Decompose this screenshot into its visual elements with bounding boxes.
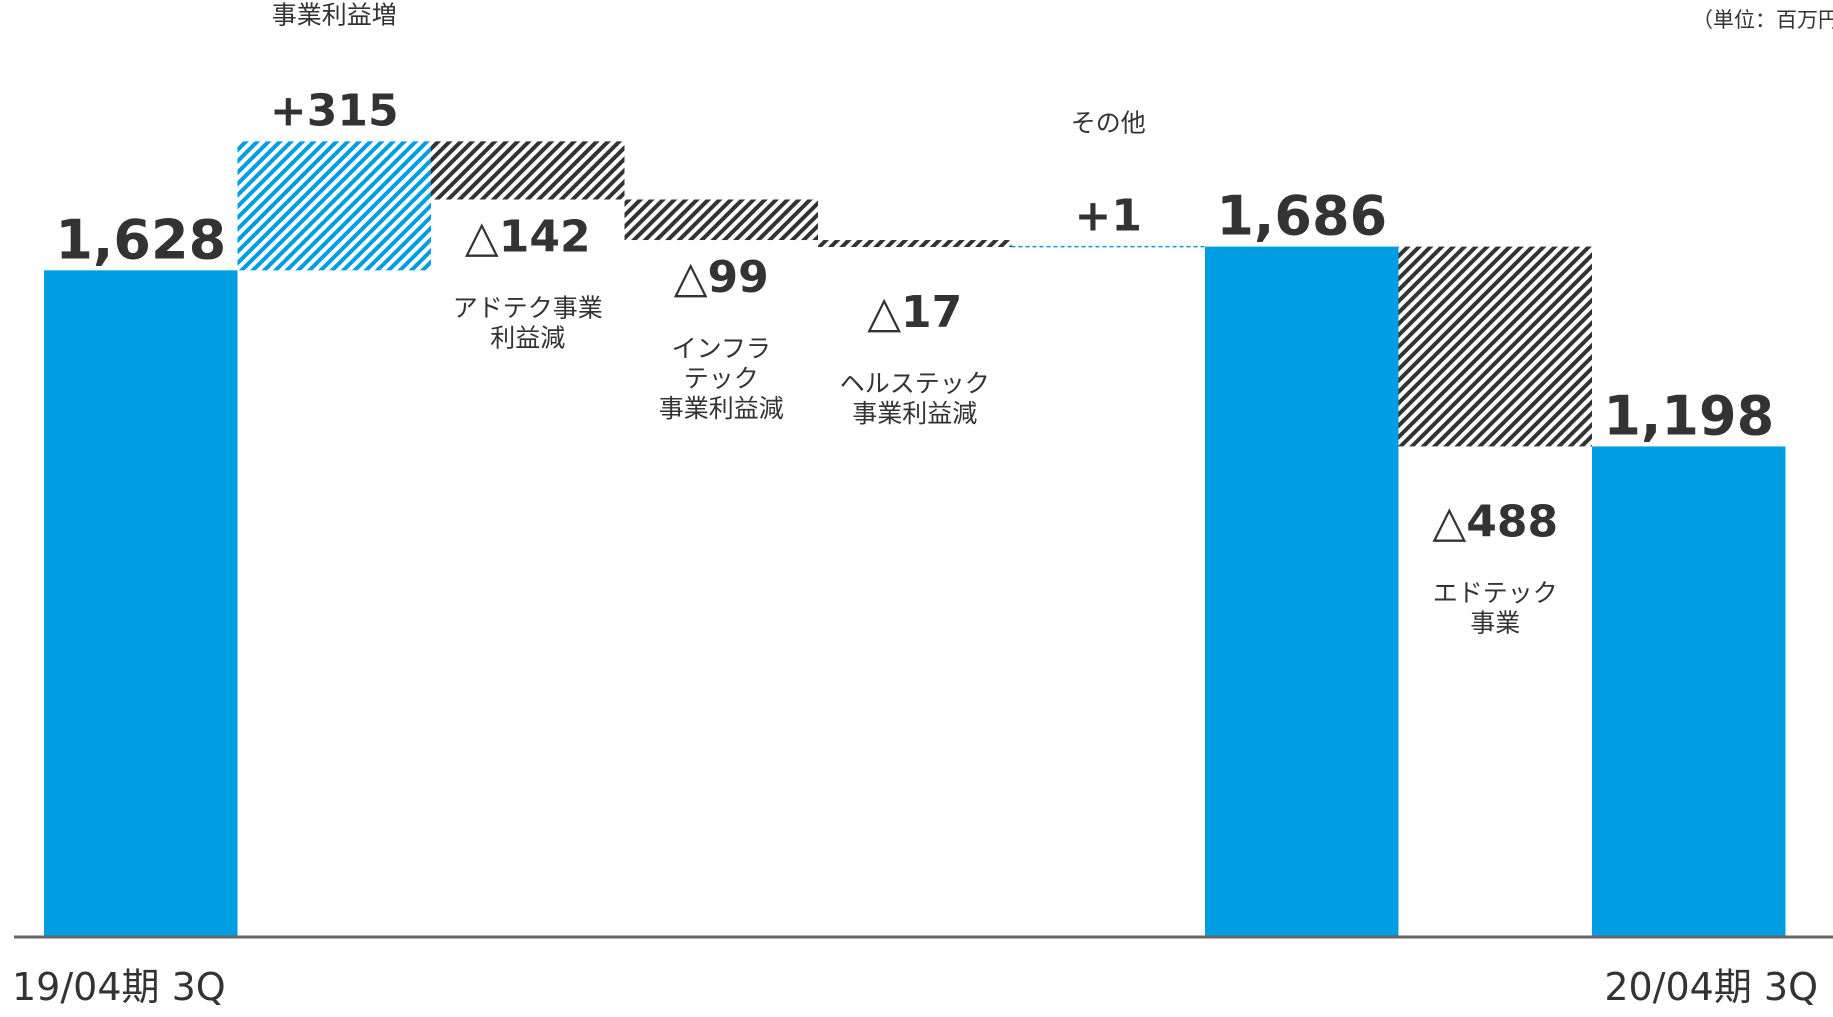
value-label-0: 1,628 <box>55 208 226 271</box>
value-label-4: △17 <box>867 287 962 338</box>
value-label-3: △99 <box>674 252 769 303</box>
x-axis-label-8: 20/04期 3Q <box>1604 965 1818 1009</box>
value-label-7: △488 <box>1432 496 1558 547</box>
waterfall-step-8-total <box>1592 446 1786 937</box>
desc-label-3-2: 事業利益減 <box>659 394 784 423</box>
unit-label: （単位：百万円） <box>1692 8 1833 32</box>
desc-label-5-0: その他 <box>1071 109 1146 138</box>
waterfall-step-1-increase <box>237 141 431 271</box>
waterfall-step-7-decrease <box>1398 246 1592 447</box>
waterfall-step-4-decrease <box>818 240 1012 247</box>
waterfall-step-3-decrease <box>624 199 818 241</box>
waterfall-step-2-decrease <box>431 141 625 200</box>
waterfall-step-0-total <box>44 270 238 938</box>
desc-label-2-0: アドテク事業 <box>453 293 603 322</box>
x-axis-label-0: 19/04期 3Q <box>12 965 226 1009</box>
desc-label-3-1: テック <box>684 364 759 393</box>
value-label-2: △142 <box>465 211 591 262</box>
desc-label-2-1: 利益減 <box>490 323 565 352</box>
value-label-5: +1 <box>1075 191 1142 242</box>
desc-label-4-1: 事業利益減 <box>852 399 977 428</box>
value-label-6: 1,686 <box>1216 185 1387 248</box>
desc-label-7-1: 事業 <box>1470 608 1520 637</box>
desc-label-1-1: 事業利益増 <box>272 0 397 29</box>
desc-label-4-0: ヘルステック <box>840 369 990 398</box>
value-label-8: 1,198 <box>1603 384 1774 447</box>
waterfall-step-6-total <box>1205 246 1399 937</box>
desc-label-3-0: インフラ <box>672 334 771 363</box>
desc-label-7-0: エドテック <box>1433 578 1558 607</box>
value-label-1: +315 <box>270 85 399 136</box>
